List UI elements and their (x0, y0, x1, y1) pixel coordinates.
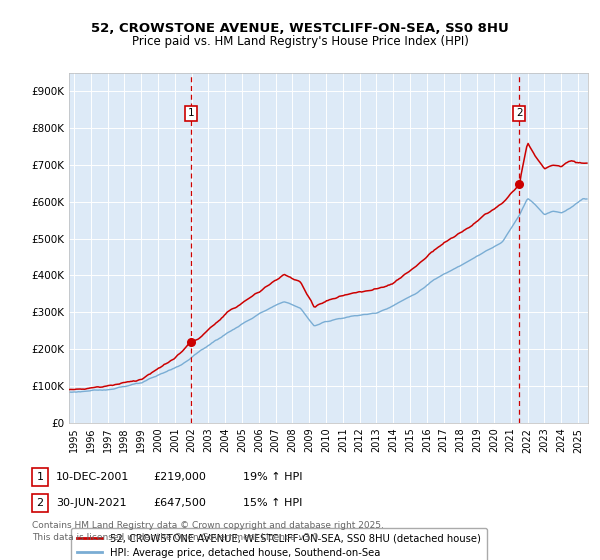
Legend: 52, CROWSTONE AVENUE, WESTCLIFF-ON-SEA, SS0 8HU (detached house), HPI: Average p: 52, CROWSTONE AVENUE, WESTCLIFF-ON-SEA, … (71, 528, 487, 560)
Text: 19% ↑ HPI: 19% ↑ HPI (243, 472, 302, 482)
Bar (32, 494, 48, 512)
Text: Price paid vs. HM Land Registry's House Price Index (HPI): Price paid vs. HM Land Registry's House … (131, 35, 469, 48)
Text: 2: 2 (516, 108, 523, 118)
Text: 1: 1 (37, 472, 44, 482)
Text: 1: 1 (187, 108, 194, 118)
Bar (32, 468, 48, 486)
Text: £647,500: £647,500 (153, 498, 206, 508)
Text: 30-JUN-2021: 30-JUN-2021 (56, 498, 127, 508)
Text: 10-DEC-2001: 10-DEC-2001 (56, 472, 130, 482)
Text: £219,000: £219,000 (153, 472, 206, 482)
Text: This data is licensed under the Open Government Licence v3.0.: This data is licensed under the Open Gov… (32, 534, 321, 543)
Text: 15% ↑ HPI: 15% ↑ HPI (243, 498, 302, 508)
Text: Contains HM Land Registry data © Crown copyright and database right 2025.: Contains HM Land Registry data © Crown c… (32, 520, 384, 530)
Text: 2: 2 (37, 498, 44, 508)
Text: 52, CROWSTONE AVENUE, WESTCLIFF-ON-SEA, SS0 8HU: 52, CROWSTONE AVENUE, WESTCLIFF-ON-SEA, … (91, 22, 509, 35)
